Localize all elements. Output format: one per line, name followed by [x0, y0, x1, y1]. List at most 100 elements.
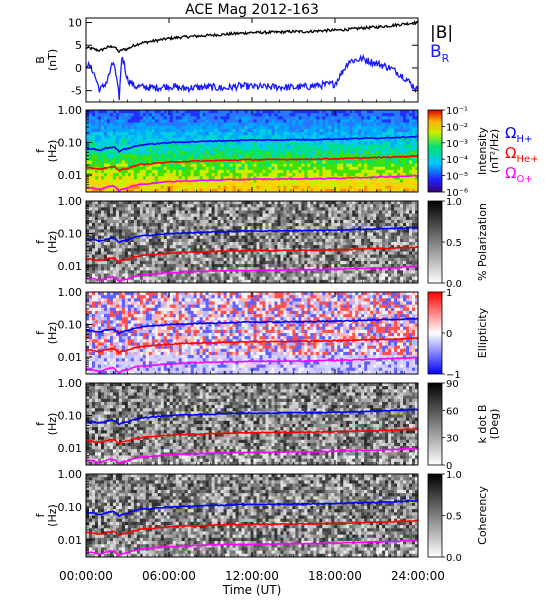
heatmap-cell [349, 151, 353, 155]
heatmap-cell [328, 229, 332, 233]
heatmap-cell [106, 251, 111, 256]
heatmap-cell [88, 207, 93, 211]
heatmap-cell [286, 119, 290, 124]
heatmap-cell [115, 216, 120, 221]
heatmap-cell [106, 219, 111, 224]
heatmap-cell [328, 122, 332, 127]
heatmap-cell [88, 229, 93, 233]
heatmap-cell [145, 157, 150, 161]
heatmap-cell [286, 204, 290, 208]
heatmap-cell [331, 135, 335, 139]
heatmap-cell [199, 242, 204, 246]
heatmap-cell [106, 173, 111, 177]
heatmap-cell [307, 245, 311, 249]
heatmap-cell [142, 235, 147, 240]
heatmap-cell [205, 219, 210, 224]
heatmap-cell [304, 235, 308, 240]
heatmap-cell [382, 132, 386, 136]
heatmap-cell [292, 207, 296, 211]
heatmap-cell [271, 154, 275, 158]
heatmap-cell [91, 169, 96, 174]
heatmap-cell [334, 185, 338, 190]
heatmap-cell [91, 154, 96, 158]
heatmap-cell [352, 232, 356, 237]
heatmap-cell [361, 238, 365, 243]
heatmap-cell [394, 179, 398, 183]
heatmap-cell [208, 166, 213, 171]
heatmap-cell [106, 110, 111, 114]
heatmap-cell [217, 254, 221, 259]
heatmap-cell [196, 201, 201, 205]
heatmap-cell [112, 125, 117, 130]
heatmap-cell [373, 245, 377, 249]
heatmap-cell [349, 132, 353, 136]
heatmap-cell [223, 235, 227, 240]
heatmap-cell [295, 251, 299, 256]
heatmap-cell [163, 210, 168, 215]
heatmap-cell [262, 223, 266, 227]
heatmap-cell [346, 201, 350, 205]
heatmap-cell [100, 207, 105, 211]
heatmap-cell [409, 163, 413, 168]
heatmap-cell [394, 141, 398, 146]
heatmap-cell [397, 210, 401, 215]
heatmap-cell [229, 235, 233, 240]
heatmap-cell [103, 151, 108, 155]
heatmap-cell [394, 110, 398, 114]
heatmap-cell [190, 254, 195, 259]
heatmap-cell [355, 201, 359, 205]
heatmap-cell [298, 219, 302, 224]
heatmap-cell [172, 248, 177, 252]
heatmap-cell [199, 138, 204, 142]
heatmap-cell [166, 138, 171, 142]
heatmap-cell [262, 238, 266, 243]
heatmap-cell [91, 122, 96, 127]
heatmap-cell [265, 163, 269, 168]
heatmap-cell [130, 219, 135, 224]
heatmap-cell [400, 166, 404, 171]
heatmap-cell [316, 188, 320, 192]
heatmap-cell [208, 248, 213, 252]
heatmap-cell [208, 204, 213, 208]
heatmap-cell [295, 254, 299, 259]
heatmap-cell [115, 110, 120, 114]
heatmap-cell [295, 132, 299, 136]
heatmap-cell [358, 125, 362, 130]
heatmap-cell [217, 248, 221, 252]
gyro-line-Ω_H+ [86, 135, 418, 153]
heatmap-cell [145, 173, 150, 177]
heatmap-cell [406, 166, 410, 171]
heatmap-cell [157, 245, 162, 249]
heatmap-cell [385, 185, 389, 190]
heatmap-cell [100, 122, 105, 127]
heatmap-cell [160, 185, 165, 190]
heatmap-cell [307, 166, 311, 171]
heatmap-cell [244, 245, 248, 249]
heatmap-cell [151, 154, 156, 158]
heatmap-cell [151, 238, 156, 243]
heatmap-cell [385, 182, 389, 187]
heatmap-cell [328, 238, 332, 243]
heatmap-cell [280, 147, 284, 152]
heatmap-cell [211, 251, 216, 256]
heatmap-cell [358, 154, 362, 158]
heatmap-cell [190, 210, 195, 215]
heatmap-cell [322, 128, 326, 133]
heatmap-cell [112, 179, 117, 183]
heatmap-cell [379, 229, 383, 233]
heatmap-cell [376, 176, 380, 180]
heatmap-cell [127, 163, 132, 168]
heatmap-cell [127, 110, 132, 114]
heatmap-cell [328, 207, 332, 211]
heatmap-cell [376, 238, 380, 243]
heatmap-cell [163, 201, 168, 205]
heatmap-cell [343, 116, 347, 120]
heatmap-cell [223, 219, 227, 224]
heatmap-cell [364, 110, 368, 114]
heatmap-cell [289, 169, 293, 174]
heatmap-cell [244, 188, 248, 192]
heatmap-cell [406, 238, 410, 243]
heatmap-cell [307, 144, 311, 149]
heatmap-cell [289, 116, 293, 120]
heatmap-cell [379, 141, 383, 146]
